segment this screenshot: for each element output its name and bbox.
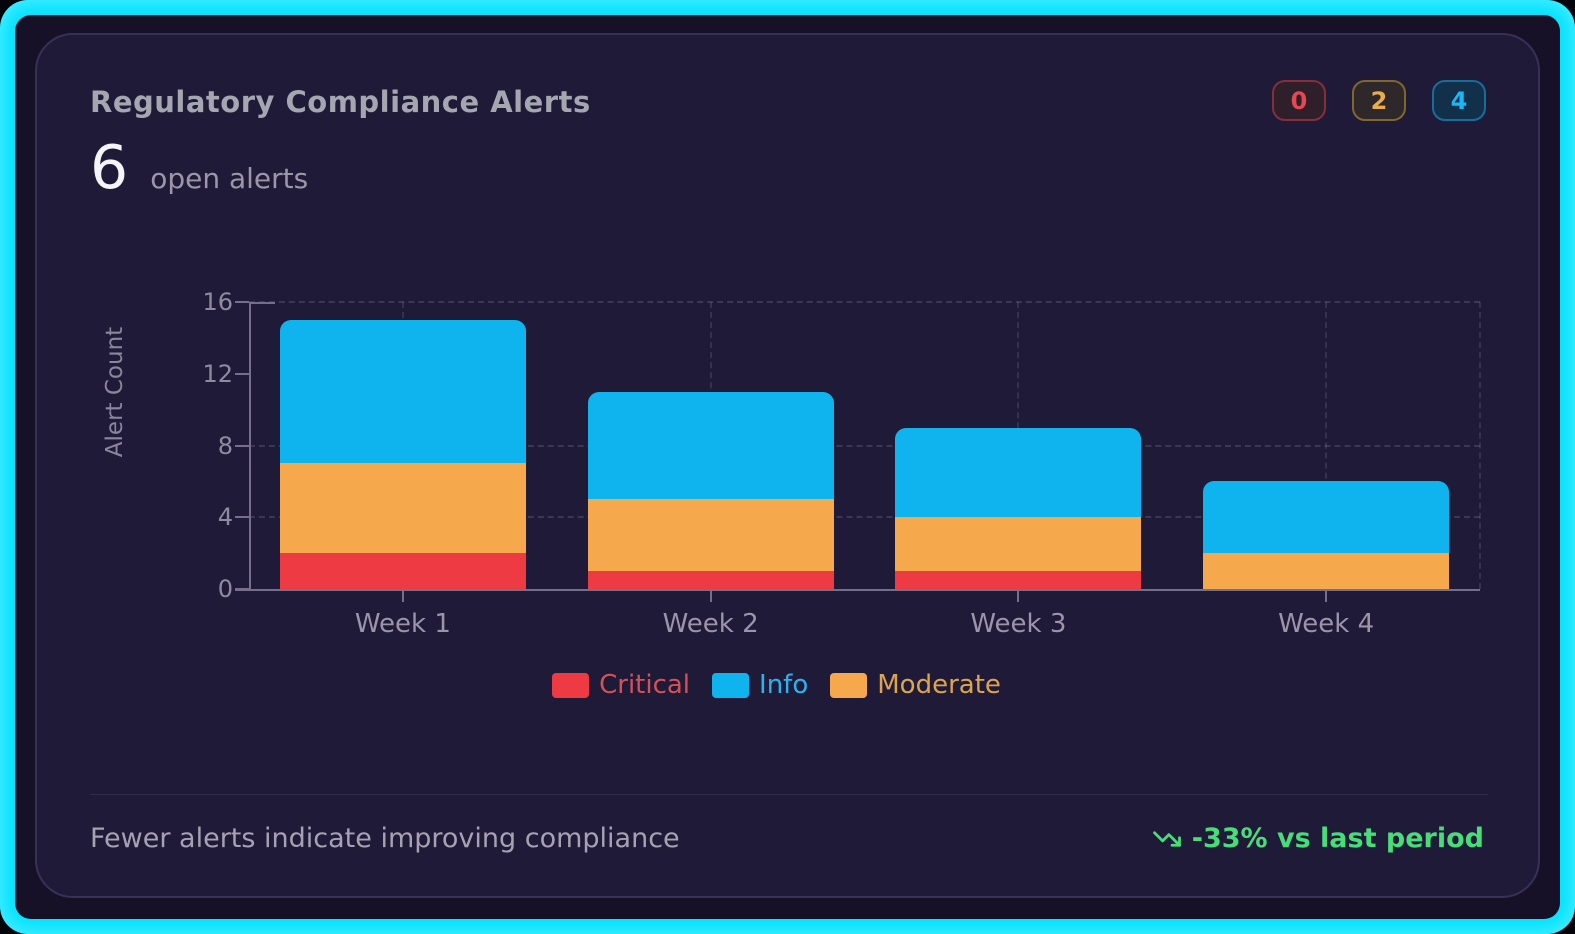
- y-axis-tick-label: 8: [217, 431, 233, 460]
- legend-swatch-info: [712, 672, 750, 698]
- legend-swatch-critical: [552, 672, 590, 698]
- card-title: Regulatory Compliance Alerts: [90, 85, 591, 119]
- trending-down-icon: [1152, 824, 1182, 854]
- x-axis-line: [235, 589, 1480, 591]
- x-axis-tick: [1325, 589, 1328, 602]
- bar-segment-critical-week-2[interactable]: [587, 571, 834, 589]
- x-axis-tick: [401, 589, 404, 602]
- y-axis-tick: [235, 301, 249, 303]
- x-axis-tick: [709, 589, 712, 602]
- y-axis-tick-label: 4: [217, 503, 233, 532]
- compliance-alerts-card: Regulatory Compliance Alerts 0 2 4 6 ope…: [35, 33, 1540, 898]
- trend-text: -33% vs last period: [1191, 823, 1484, 854]
- gridline-h: [249, 516, 1480, 519]
- y-axis-tick: [235, 444, 249, 447]
- bar-segment-moderate-week-1[interactable]: [279, 463, 526, 554]
- page-background: Regulatory Compliance Alerts 0 2 4 6 ope…: [15, 15, 1560, 919]
- gridline-v: [1325, 302, 1328, 589]
- y-axis-line: [249, 302, 251, 589]
- bar-segment-info-week-3[interactable]: [895, 427, 1142, 518]
- alert-count-badges: 0 2 4: [1272, 80, 1486, 121]
- bar-segment-moderate-week-3[interactable]: [895, 517, 1142, 572]
- chart-legend: Critical Info Moderate: [37, 670, 1516, 700]
- bar-segment-moderate-week-2[interactable]: [587, 499, 834, 572]
- gridline-h: [249, 301, 1480, 303]
- y-axis-tick-label: 0: [217, 575, 233, 603]
- legend-label-moderate: Moderate: [877, 670, 1001, 700]
- gridline-h: [249, 444, 1480, 447]
- bar-segment-info-week-2[interactable]: [587, 391, 834, 500]
- open-alerts-label: open alerts: [150, 162, 309, 195]
- x-axis-tick-label: Week 4: [1278, 609, 1375, 639]
- trend-indicator: -33% vs last period: [1152, 823, 1484, 854]
- x-axis-tick-label: Week 3: [970, 609, 1067, 639]
- gridline-v: [1479, 302, 1481, 589]
- bar-segment-info-week-1[interactable]: [279, 319, 526, 464]
- chart: Alert Count 0 4 8 12 16 Week 1 Week 2 Week 3 Wee…: [37, 35, 1538, 896]
- legend-item-critical[interactable]: Critical: [552, 670, 690, 700]
- footer-divider: [90, 794, 1488, 795]
- y-axis-tick: [235, 588, 249, 590]
- x-axis-tick: [1017, 589, 1020, 602]
- moderate-count-badge[interactable]: 2: [1352, 80, 1406, 121]
- y-axis-title: Alert Count: [102, 326, 128, 458]
- x-axis-tick-label: Week 1: [354, 609, 451, 639]
- legend-label-info: Info: [759, 670, 809, 700]
- y-axis-tick-label: 12: [202, 359, 233, 388]
- y-axis-tick: [235, 516, 249, 519]
- legend-label-critical: Critical: [599, 670, 691, 700]
- card-footer: Fewer alerts indicate improving complian…: [90, 823, 1484, 854]
- bar-segment-moderate-week-4[interactable]: [1203, 553, 1450, 589]
- bar-segment-info-week-4[interactable]: [1203, 481, 1450, 554]
- bar-segment-critical-week-1[interactable]: [279, 553, 526, 589]
- y-axis-tick-label: 16: [202, 288, 233, 316]
- critical-count-badge[interactable]: 0: [1272, 80, 1326, 121]
- x-axis-tick-label: Week 2: [662, 609, 759, 639]
- open-alerts-stat: 6 open alerts: [90, 138, 308, 198]
- legend-item-moderate[interactable]: Moderate: [830, 670, 1001, 700]
- y-axis-tick: [235, 372, 249, 375]
- info-count-badge[interactable]: 4: [1432, 80, 1486, 121]
- bar-segment-critical-week-3[interactable]: [895, 571, 1142, 589]
- legend-swatch-moderate: [830, 672, 868, 698]
- y-axis-cap: [249, 302, 275, 304]
- open-alerts-value: 6: [90, 133, 129, 203]
- legend-item-info[interactable]: Info: [712, 670, 808, 700]
- footer-note: Fewer alerts indicate improving complian…: [90, 823, 680, 854]
